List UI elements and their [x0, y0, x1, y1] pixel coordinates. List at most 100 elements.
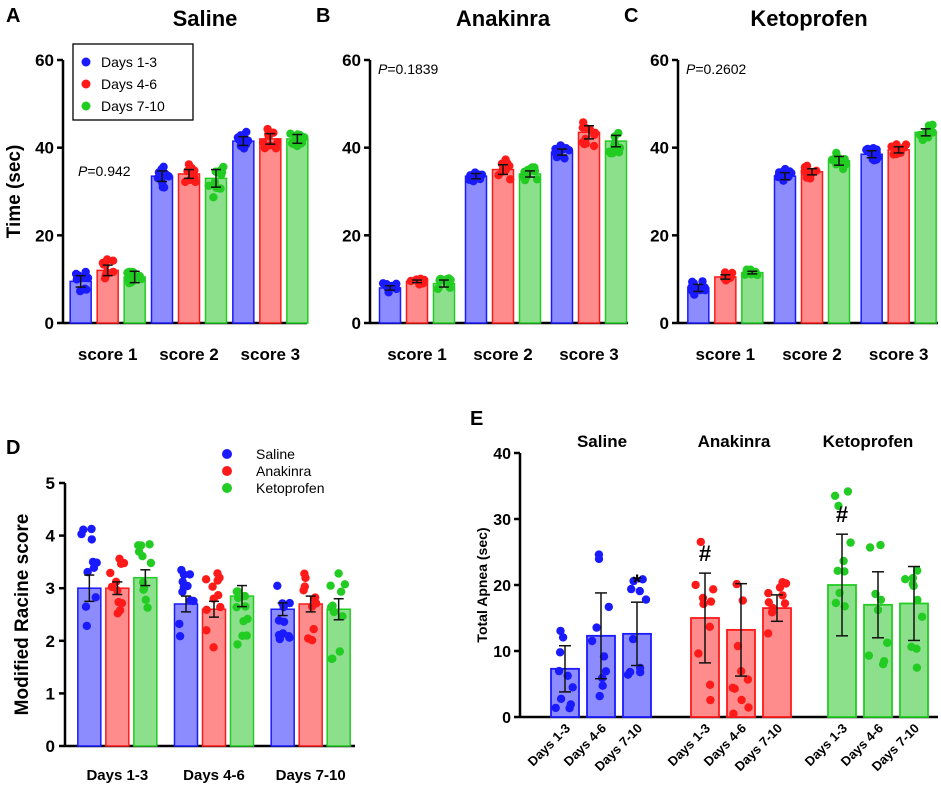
panel-a-ytick-label: 0	[45, 314, 54, 333]
panel-c-bar	[914, 131, 937, 324]
panel-d-dot	[328, 601, 337, 610]
panel-b-ytick-label: 60	[342, 51, 361, 70]
panel-e-dot	[876, 540, 885, 550]
panel-d-dot	[185, 570, 195, 579]
panel-c-dot	[698, 277, 707, 286]
panel-d-dot	[239, 617, 248, 626]
panel-d-category-label: Days 4-6	[183, 767, 245, 784]
panel-c-dot	[901, 140, 911, 149]
panel-d-dot	[213, 576, 222, 585]
panel-e-dot	[744, 703, 753, 712]
panel-a-bar	[232, 140, 255, 324]
panel-a-legend-label: Days 1-3	[101, 54, 157, 70]
panel-d-dot	[303, 634, 313, 643]
panel-e-dot	[604, 602, 613, 612]
panel-a-dot	[81, 267, 90, 277]
panel-e-ytick-label: 40	[493, 446, 511, 463]
panel-d-dot	[189, 596, 198, 606]
panel-a-ytick-label: 60	[35, 51, 54, 70]
panel-c-bar	[773, 175, 797, 324]
panel-d-bar	[77, 587, 102, 747]
panel-b-dot	[581, 139, 590, 148]
panel-e-dot	[864, 651, 874, 660]
panel-d-dot	[214, 591, 223, 600]
panel-d-ytick-label: 0	[46, 737, 55, 756]
panel-e-dot	[830, 491, 840, 500]
panel-e-dot	[912, 663, 922, 672]
panel-a-dot	[263, 124, 272, 134]
panel-a-dot	[273, 138, 282, 147]
panel-e-dot	[705, 622, 714, 631]
panel-c-bar	[741, 271, 764, 324]
panel-e-dot	[568, 683, 577, 692]
panel-e-dot	[554, 666, 564, 676]
panel-c-p-value: P=0.2602	[686, 61, 747, 77]
panel-b-dot	[433, 284, 443, 294]
panel-c-bar	[887, 149, 910, 324]
panel-d-legend-label: Anakinra	[256, 463, 311, 479]
panel-d-dot	[340, 580, 350, 589]
panel-a-legend-label: Days 7-10	[101, 98, 165, 114]
panel-e-dot	[834, 501, 843, 511]
panel-e-dot	[628, 634, 638, 644]
panel-b-dot	[473, 170, 482, 179]
panel-e-dot	[913, 566, 922, 575]
panel-d-dot	[279, 602, 288, 612]
panel-a-dot	[123, 268, 132, 277]
panel-c-dot	[687, 283, 696, 292]
panel-b-dot	[506, 175, 515, 184]
panel-d-category-label: Days 1-3	[86, 767, 148, 784]
panel-d-dot	[139, 584, 149, 593]
panel-d-dot	[285, 598, 294, 608]
panel-a-dot	[137, 274, 146, 284]
panel-d-dot	[92, 558, 101, 567]
panel-d-dot	[81, 602, 91, 611]
panel-e-dot	[566, 700, 575, 709]
panel-d-dot	[326, 581, 335, 590]
panel-e-ytick-label: 30	[493, 512, 511, 529]
panel-a-dot	[109, 267, 118, 277]
panel-e-dot	[705, 680, 715, 689]
panel-e-dot	[764, 588, 773, 598]
panel-e-dot	[691, 580, 700, 590]
panel-b-ytick-label: 20	[342, 226, 361, 245]
panel-e-dot	[839, 556, 848, 566]
panel-d-ytick-label: 5	[46, 474, 55, 493]
panel-e-dot	[846, 538, 855, 547]
panel-b-category-label: score 2	[473, 345, 533, 364]
panel-d-dot	[87, 535, 97, 544]
panel-a-category-label: score 3	[241, 345, 301, 364]
panel-d-dot	[338, 612, 347, 621]
panel-e-dot	[763, 629, 773, 638]
panel-e-dot	[598, 681, 607, 690]
panel-d-dot	[177, 565, 186, 575]
panel-d-dot	[334, 569, 343, 578]
panel-b-dot	[561, 144, 571, 153]
panel-d-ytick-label: 3	[46, 579, 55, 598]
panel-b-bar	[577, 131, 601, 324]
panel-d-dot	[114, 597, 123, 607]
panel-c-ytick-label: 20	[650, 226, 669, 245]
panel-e-dot	[601, 667, 611, 676]
panel-e-dot	[638, 575, 647, 584]
panel-d-dot	[301, 573, 310, 583]
panel-d-legend-marker	[222, 466, 232, 476]
panel-c-bar	[827, 160, 851, 324]
panel-e-dot	[833, 566, 842, 575]
panel-d-dot	[145, 540, 154, 549]
panel-d-dot	[279, 617, 289, 626]
panel-e-ytick-label: 10	[493, 644, 511, 661]
panel-c-ytick-label: 0	[660, 314, 669, 333]
panel-b-category-label: score 1	[387, 345, 447, 364]
panel-c-dot	[928, 120, 937, 129]
panel-e-dot	[556, 694, 566, 703]
panel-d-dot	[113, 609, 122, 618]
panel-a-dot	[184, 160, 194, 169]
panel-d-y-axis-title: Modified Racine score	[12, 514, 33, 716]
panel-a-y-axis-title: Time (sec)	[4, 145, 25, 239]
panel-a-ytick-label: 40	[35, 139, 54, 158]
panel-c-bar	[860, 153, 883, 324]
panel-e-dot	[556, 626, 565, 636]
panel-a-category-label: score 1	[78, 345, 138, 364]
panel-d-dot	[136, 541, 146, 550]
